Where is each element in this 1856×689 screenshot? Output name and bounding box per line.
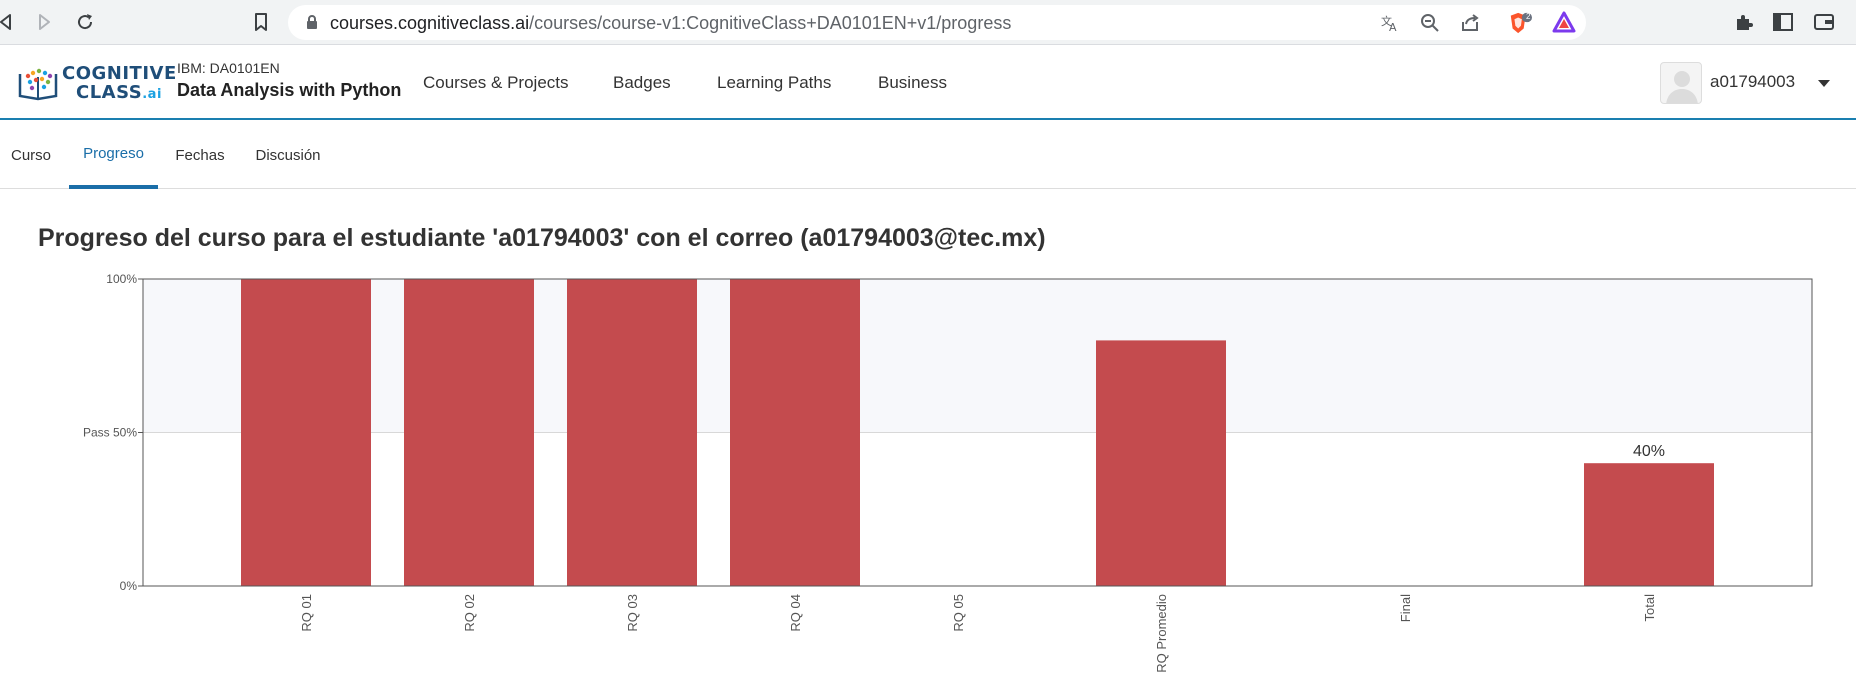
user-silhouette-icon (1666, 71, 1698, 103)
username[interactable]: a01794003 (1710, 72, 1796, 91)
x-tick-label: RQ Promedio (1154, 594, 1169, 673)
browser-toolbar: courses.cognitiveclass.ai/courses/course… (0, 0, 1856, 45)
nav-badges[interactable]: Badges (613, 73, 671, 92)
shield-badge: 2 (1526, 12, 1531, 21)
url-text[interactable]: courses.cognitiveclass.ai/courses/course… (330, 13, 1011, 34)
logo-line1: COGNITIVE (62, 63, 177, 84)
sidebar-icon[interactable] (1771, 10, 1795, 34)
course-name: Data Analysis with Python (177, 80, 402, 100)
tab-curso[interactable]: Curso (10, 146, 51, 164)
y-tick-label: 0% (120, 579, 138, 593)
pass-band (143, 279, 1812, 433)
tab-discusion[interactable]: Discusión (255, 146, 321, 164)
reload-icon[interactable] (73, 10, 97, 34)
svg-text:A: A (1389, 21, 1397, 33)
back-icon[interactable] (0, 10, 18, 34)
x-tick-label: RQ 02 (462, 594, 477, 632)
wallet-icon[interactable] (1812, 10, 1836, 34)
logo-text: COGNITIVE CLASS.ai (62, 64, 177, 104)
x-tick-label: RQ 04 (788, 594, 803, 632)
x-tick-label: RQ 03 (625, 594, 640, 632)
bar-rq-04 (730, 279, 860, 586)
bar-value-label: 40% (1633, 443, 1665, 460)
url-host: courses.cognitiveclass.ai (330, 13, 530, 33)
course-tabs: Curso Progreso Fechas Discusión (0, 121, 1856, 189)
logo-line2: CLASS (76, 82, 143, 103)
bar-rq-01 (241, 279, 371, 586)
tab-fechas[interactable]: Fechas (175, 146, 225, 164)
tab-progreso[interactable]: Progreso (69, 121, 158, 189)
bar-rq-promedio (1096, 340, 1226, 586)
logo-book-icon (18, 68, 58, 101)
user-menu[interactable]: a01794003 (1658, 62, 1838, 106)
page-title: Progreso del curso para el estudiante 'a… (38, 224, 1046, 252)
nav-courses-projects[interactable]: Courses & Projects (423, 73, 569, 92)
bookmark-icon[interactable] (249, 10, 273, 34)
progress-chart: RQ 01 RQ 02 RQ 03 RQ 04 RQ 05 RQ Promedio Fina… (83, 272, 1813, 673)
brave-rewards-icon[interactable] (1552, 10, 1576, 34)
brave-shield-icon[interactable]: 2 (1508, 11, 1532, 35)
share-icon[interactable] (1458, 11, 1482, 35)
bar-total (1584, 463, 1714, 586)
bar-rq-03 (567, 279, 697, 586)
course-org: IBM: DA0101EN (177, 60, 280, 76)
logo-suffix: .ai (142, 87, 162, 102)
logo-line2-wrap: CLASS.ai (62, 83, 177, 104)
lock-icon[interactable] (304, 14, 320, 30)
extensions-icon[interactable] (1732, 10, 1756, 34)
nav-learning-paths[interactable]: Learning Paths (717, 73, 832, 92)
svg-text:文: 文 (1381, 14, 1392, 28)
zoom-out-icon[interactable] (1418, 11, 1442, 35)
x-tick-label: RQ 01 (299, 594, 314, 632)
address-bar[interactable]: courses.cognitiveclass.ai/courses/course… (288, 5, 1586, 40)
x-tick-label: Total (1642, 594, 1657, 622)
bar-rq-02 (404, 279, 534, 586)
cognitive-class-logo[interactable]: COGNITIVE CLASS.ai (18, 64, 176, 102)
forward-icon[interactable] (32, 10, 56, 34)
y-tick-label: 100% (106, 272, 137, 286)
x-tick-label: Final (1398, 594, 1413, 622)
site-header: COGNITIVE CLASS.ai IBM: DA0101EN Data An… (0, 46, 1856, 120)
x-tick-label: RQ 05 (951, 594, 966, 632)
url-path: /courses/course-v1:CognitiveClass+DA0101… (529, 13, 1012, 33)
avatar[interactable] (1660, 62, 1702, 104)
caret-down-icon[interactable] (1818, 80, 1830, 87)
y-tick-label: Pass 50% (83, 426, 137, 440)
nav-business[interactable]: Business (878, 73, 947, 92)
